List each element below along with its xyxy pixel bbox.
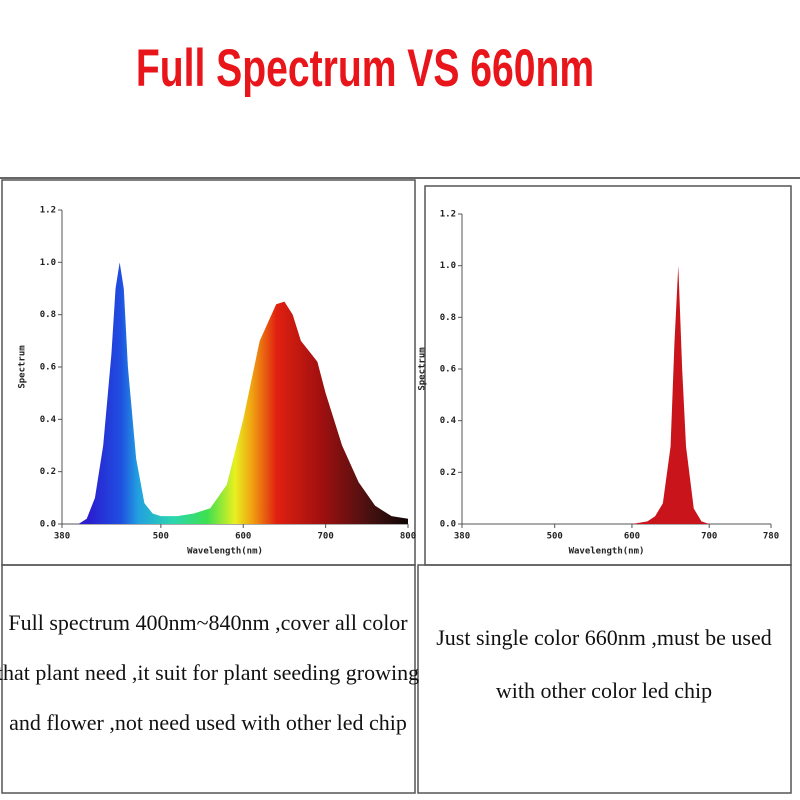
x-tick-label: 800 xyxy=(400,532,416,542)
y-tick-label: 0.4 xyxy=(440,416,457,426)
y-tick-label: 1.2 xyxy=(440,210,456,220)
x-tick-label: 500 xyxy=(153,532,169,542)
text-frame xyxy=(417,564,792,794)
x-tick-label: 380 xyxy=(454,532,470,542)
x-axis-label: Wavelength(nm) xyxy=(569,547,645,557)
x-tick-label: 700 xyxy=(701,532,717,542)
y-axis-label: Spectrum xyxy=(418,347,428,391)
y-tick-label: 0.0 xyxy=(40,520,56,530)
y-tick-label: 0.6 xyxy=(440,365,456,375)
y-tick-label: 0.0 xyxy=(440,520,456,530)
chart-frame xyxy=(424,185,792,566)
description-line: that plant need ,it suit for plant seedi… xyxy=(0,660,419,685)
x-tick-label: 600 xyxy=(624,532,640,542)
spectrum-area xyxy=(462,265,771,524)
description-line: with other color led chip xyxy=(496,678,712,703)
x-tick-label: 380 xyxy=(54,532,70,542)
description-line: Just single color 660nm ,must be used xyxy=(436,625,771,650)
x-tick-label: 500 xyxy=(547,532,563,542)
x-tick-label: 600 xyxy=(235,532,251,542)
y-tick-label: 1.2 xyxy=(40,206,56,216)
text-frame xyxy=(1,564,416,794)
y-tick-label: 0.4 xyxy=(40,415,57,425)
x-tick-label: 700 xyxy=(317,532,333,542)
description-line: Full spectrum 400nm~840nm ,cover all col… xyxy=(8,610,408,635)
y-tick-label: 1.0 xyxy=(40,258,56,268)
spectrum-area xyxy=(62,262,408,524)
y-tick-label: 1.0 xyxy=(440,261,456,271)
description-line: and flower ,not need used with other led… xyxy=(9,710,407,735)
y-tick-label: 0.2 xyxy=(40,467,56,477)
y-axis-label: Spectrum xyxy=(18,345,28,389)
x-axis-label: Wavelength(nm) xyxy=(187,547,263,557)
y-tick-label: 0.2 xyxy=(440,468,456,478)
x-tick-label: 780 xyxy=(763,532,779,542)
y-tick-label: 0.8 xyxy=(40,310,56,320)
y-tick-label: 0.8 xyxy=(440,313,456,323)
page-title: Full Spectrum VS 660nm xyxy=(136,38,594,97)
y-tick-label: 0.6 xyxy=(40,363,56,373)
